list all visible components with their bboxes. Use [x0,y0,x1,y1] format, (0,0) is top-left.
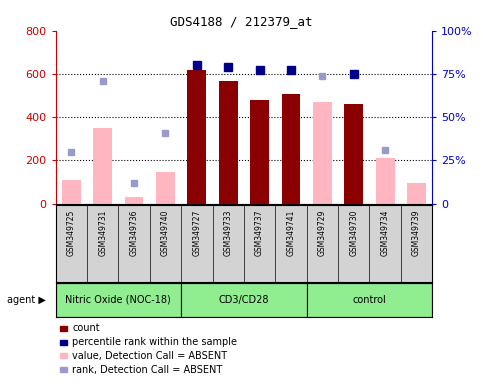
Bar [156,172,175,204]
Bar [344,104,363,204]
Bar [93,128,112,204]
Text: GSM349740: GSM349740 [161,209,170,256]
Text: agent ▶: agent ▶ [7,295,46,305]
Bar [376,158,395,204]
Text: GSM349725: GSM349725 [67,209,76,256]
Bar [282,94,300,204]
Bar [181,283,307,317]
Bar [125,197,143,204]
Bar [219,81,238,204]
Text: percentile rank within the sample: percentile rank within the sample [72,337,238,347]
Bar [250,100,269,204]
Text: GDS4188 / 212379_at: GDS4188 / 212379_at [170,15,313,28]
Text: count: count [72,323,100,333]
Text: GSM349729: GSM349729 [318,209,327,256]
Text: GSM349737: GSM349737 [255,209,264,256]
Bar [407,183,426,204]
Bar [307,283,432,317]
Text: value, Detection Call = ABSENT: value, Detection Call = ABSENT [72,351,227,361]
Text: GSM349733: GSM349733 [224,209,233,256]
Text: GSM349727: GSM349727 [192,209,201,256]
Bar [62,180,81,204]
Text: GSM349734: GSM349734 [381,209,390,256]
Text: rank, Detection Call = ABSENT: rank, Detection Call = ABSENT [72,365,223,375]
Text: GSM349741: GSM349741 [286,209,296,256]
Text: GSM349739: GSM349739 [412,209,421,256]
Bar [313,102,332,204]
Text: GSM349731: GSM349731 [98,209,107,256]
Text: control: control [353,295,386,305]
Bar [187,70,206,204]
Text: GSM349730: GSM349730 [349,209,358,256]
Text: CD3/CD28: CD3/CD28 [219,295,269,305]
Text: Nitric Oxide (NOC-18): Nitric Oxide (NOC-18) [66,295,171,305]
Bar [56,283,181,317]
Text: GSM349736: GSM349736 [129,209,139,256]
